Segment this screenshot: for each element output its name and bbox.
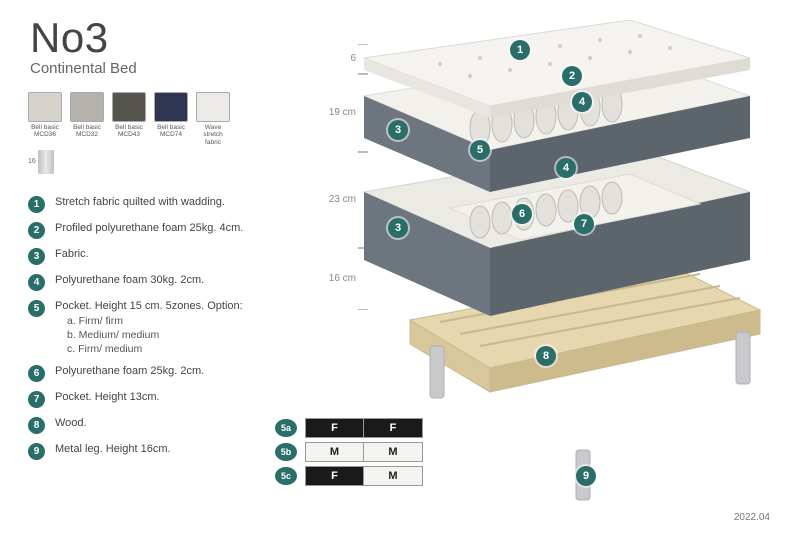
legend-subtext: c. Firm/ medium xyxy=(55,342,243,356)
firmness-cells: MM xyxy=(305,442,423,462)
legend-row: 4 Polyurethane foam 30kg. 2cm. xyxy=(28,273,313,291)
dimension-segment: 19 cm xyxy=(322,74,364,152)
callout-marker: 7 xyxy=(574,214,594,234)
legend-text: Wood. xyxy=(55,416,87,431)
legend-text: Pocket. Height 15 cm. 5zones. Option:a. … xyxy=(55,299,243,356)
legend-bullet: 2 xyxy=(28,222,45,239)
swatch-label: Bell basicMCD74 xyxy=(154,124,188,139)
swatch-color xyxy=(70,92,104,122)
dimension-segment: 16 cm xyxy=(322,248,364,310)
legend-text: Polyurethane foam 30kg. 2cm. xyxy=(55,273,204,288)
firmness-cell: F xyxy=(306,419,364,437)
title-block: No3 Continental Bed xyxy=(30,14,137,77)
firmness-cell: F xyxy=(306,467,364,485)
legend-row: 5 Pocket. Height 15 cm. 5zones. Option:a.… xyxy=(28,299,313,356)
fabric-swatches: Bell basicMCD36 Bell basicMCD32 Bell basic… xyxy=(28,92,230,146)
callout-marker: 2 xyxy=(562,66,582,86)
legend-bullet: 5 xyxy=(28,300,45,317)
legend-bullet: 3 xyxy=(28,248,45,265)
legend-text: Metal leg. Height 16cm. xyxy=(55,442,171,457)
callout-marker: 3 xyxy=(388,218,408,238)
page-title: No3 xyxy=(30,14,137,62)
leg-sample: 16 xyxy=(30,150,54,174)
legend-text: Pocket. Height 13cm. xyxy=(55,390,160,405)
legend-row: 1 Stretch fabric quilted with wadding. xyxy=(28,195,313,213)
firmness-tag: 5a xyxy=(275,419,297,437)
legend-bullet: 4 xyxy=(28,274,45,291)
dimension-segment: 6 xyxy=(322,44,364,74)
dimension-label: 23 cm xyxy=(329,194,356,205)
fabric-swatch: Bell basicMCD74 xyxy=(154,92,188,146)
fabric-swatch: Bell basicMCD36 xyxy=(28,92,62,146)
swatch-label: Bell basicMCD43 xyxy=(112,124,146,139)
firmness-cells: FF xyxy=(305,418,423,438)
callout-marker: 5 xyxy=(470,140,490,160)
callout-marker: 3 xyxy=(388,120,408,140)
callout-marker: 4 xyxy=(572,92,592,112)
callout-marker: 8 xyxy=(536,346,556,366)
legend-text: Polyurethane foam 25kg. 2cm. xyxy=(55,364,204,379)
leg-sample-shape xyxy=(38,150,54,174)
firmness-cell: M xyxy=(364,467,422,485)
legend-bullet: 6 xyxy=(28,365,45,382)
legend-row: 3 Fabric. xyxy=(28,247,313,265)
legend-row: 9 Metal leg. Height 16cm. xyxy=(28,442,313,460)
firmness-tag: 5c xyxy=(275,467,297,485)
firmness-cell: M xyxy=(306,443,364,461)
dimension-segment: 23 cm xyxy=(322,152,364,248)
swatch-label: Bell basicMCD36 xyxy=(28,124,62,139)
callout-marker: 1 xyxy=(510,40,530,60)
dimension-label: 19 cm xyxy=(329,107,356,118)
legend-text: Fabric. xyxy=(55,247,89,262)
firmness-cell: F xyxy=(364,419,422,437)
legend-row: 2 Profiled polyurethane foam 25kg. 4cm. xyxy=(28,221,313,239)
legend-subtext: b. Medium/ medium xyxy=(55,328,243,342)
callout-marker: 9 xyxy=(576,466,596,486)
dimension-label: 6 xyxy=(350,53,356,64)
legend-bullet: 8 xyxy=(28,417,45,434)
date-stamp: 2022.04 xyxy=(734,512,770,523)
legend-bullet: 9 xyxy=(28,443,45,460)
firmness-row: 5c FM xyxy=(275,466,423,486)
legend-bullet: 7 xyxy=(28,391,45,408)
firmness-row: 5a FF xyxy=(275,418,423,438)
legend-list: 1 Stretch fabric quilted with wadding. 2 Pr… xyxy=(28,195,313,468)
swatch-color xyxy=(28,92,62,122)
page-subtitle: Continental Bed xyxy=(30,60,137,77)
firmness-tag: 5b xyxy=(275,443,297,461)
swatch-color xyxy=(154,92,188,122)
leg-sample-dim: 16 xyxy=(28,158,36,165)
swatch-color xyxy=(196,92,230,122)
firmness-options: 5aFF5bMM5cFM xyxy=(275,418,423,490)
dimension-label: 16 cm xyxy=(329,273,356,284)
callout-marker: 4 xyxy=(556,158,576,178)
legend-row: 8 Wood. xyxy=(28,416,313,434)
fabric-swatch: Wavestretch fabric xyxy=(196,92,230,146)
callout-marker: 6 xyxy=(512,204,532,224)
legend-bullet: 1 xyxy=(28,196,45,213)
legend-row: 6 Polyurethane foam 25kg. 2cm. xyxy=(28,364,313,382)
firmness-cell: M xyxy=(364,443,422,461)
legend-row: 7 Pocket. Height 13cm. xyxy=(28,390,313,408)
swatch-label: Bell basicMCD32 xyxy=(70,124,104,139)
fabric-swatch: Bell basicMCD32 xyxy=(70,92,104,146)
firmness-cells: FM xyxy=(305,466,423,486)
legend-text: Stretch fabric quilted with wadding. xyxy=(55,195,225,210)
legend-text: Profiled polyurethane foam 25kg. 4cm. xyxy=(55,221,243,236)
firmness-row: 5b MM xyxy=(275,442,423,462)
swatch-color xyxy=(112,92,146,122)
fabric-swatch: Bell basicMCD43 xyxy=(112,92,146,146)
swatch-label: Wavestretch fabric xyxy=(196,124,230,146)
legend-subtext: a. Firm/ firm xyxy=(55,314,243,328)
